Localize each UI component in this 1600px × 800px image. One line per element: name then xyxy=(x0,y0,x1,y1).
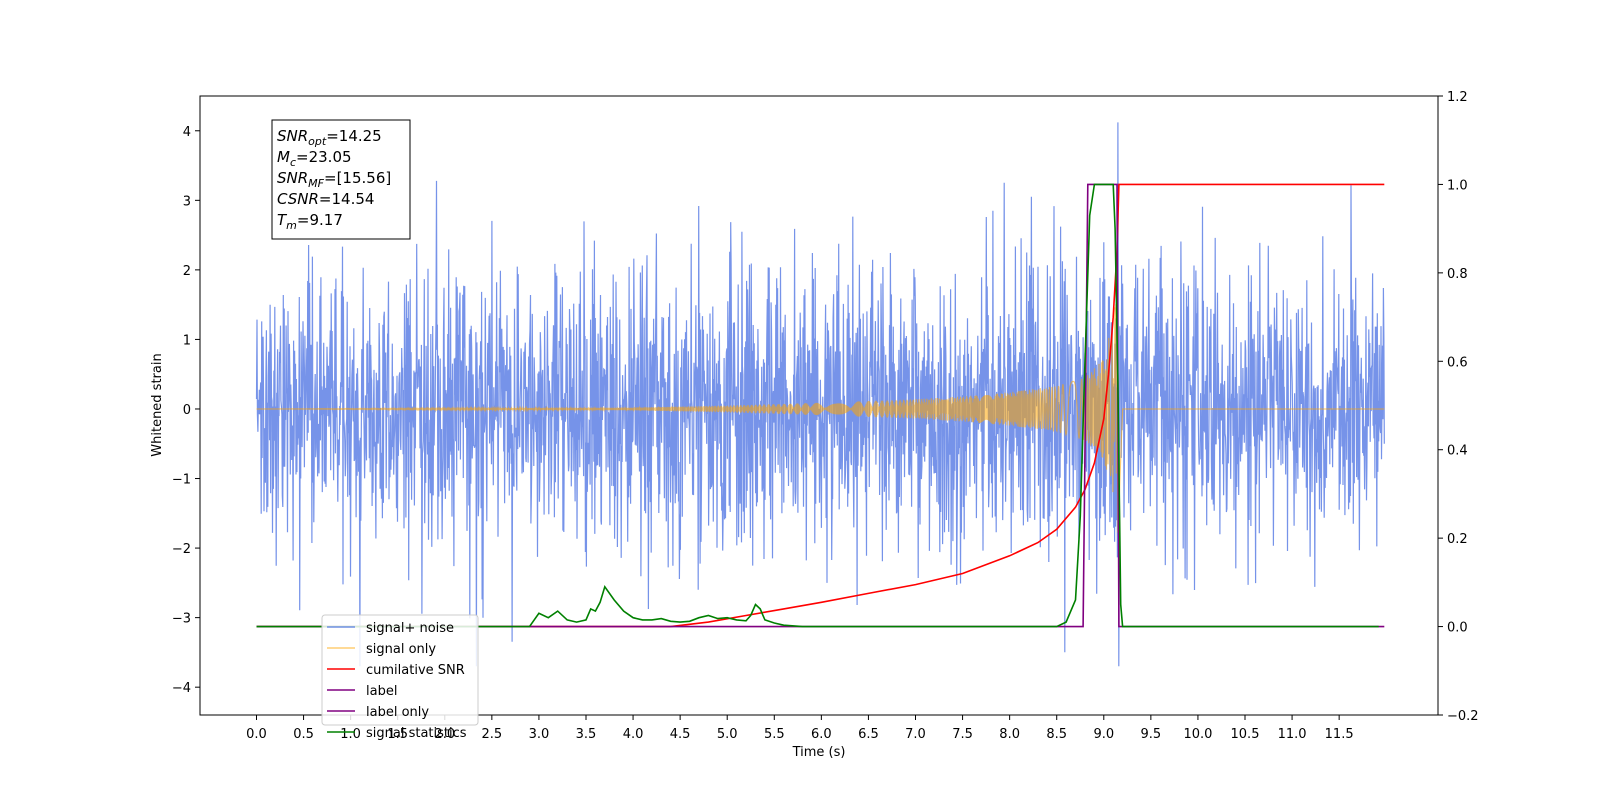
x-tick-label: 5.5 xyxy=(764,727,785,742)
x-tick-label: 10.0 xyxy=(1183,727,1212,742)
x-tick-label: 5.0 xyxy=(717,727,738,742)
y-axis-label: Whitened strain xyxy=(150,353,165,456)
legend-entry: cumilative SNR xyxy=(366,663,465,678)
y-tick-label: 2 xyxy=(183,264,191,279)
x-tick-label: 10.5 xyxy=(1231,727,1260,742)
x-tick-label: 8.5 xyxy=(1046,727,1067,742)
legend: signal+ noise signal only cumilative SNR la… xyxy=(321,614,479,741)
annotation-line: SNRopt=14.25 xyxy=(277,127,382,148)
series-layer xyxy=(255,122,1385,667)
annotation-line: CSNR=14.54 xyxy=(277,190,374,208)
series-cumulative-snr xyxy=(256,183,1385,628)
x-tick-label: 9.0 xyxy=(1093,727,1114,742)
plot-frame xyxy=(199,95,1439,716)
x-axis: 0.0 0.5 1.0 1.5 2.0 2.5 3.0 3.5 4.0 4.5 5.0 5.5 6.0 6… xyxy=(246,715,1354,742)
x-tick-label: 1.5 xyxy=(387,727,408,742)
legend-entry: signal+ noise xyxy=(366,621,454,636)
x-tick-label: 9.5 xyxy=(1141,727,1162,742)
legend-entry: signal only xyxy=(366,642,436,657)
x-tick-label: 4.0 xyxy=(623,727,644,742)
x-tick-label: 6.5 xyxy=(858,727,879,742)
y-right-tick-label: 1.0 xyxy=(1447,178,1468,193)
legend-entry: signal statistics xyxy=(366,726,467,741)
annotation-box: SNRopt=14.25Mc=23.05SNRMF=[15.56]CSNR=14… xyxy=(271,119,411,240)
y-right-tick-label: 0.6 xyxy=(1447,355,1468,370)
x-axis-label: Time (s) xyxy=(792,745,846,760)
y-tick-label: 0 xyxy=(183,403,191,418)
x-tick-label: 3.5 xyxy=(576,727,597,742)
annotation-line: Tm=9.17 xyxy=(277,211,343,232)
annotation-frame xyxy=(271,119,411,240)
y-right-tick-label: 0.2 xyxy=(1447,532,1468,547)
y-axis-right: −0.2 0.0 0.2 0.4 0.6 0.8 1.0 1.2 xyxy=(1438,90,1479,724)
y-right-tick-label: 0.0 xyxy=(1447,621,1468,636)
x-tick-label: 8.0 xyxy=(999,727,1020,742)
x-tick-label: 11.5 xyxy=(1325,727,1354,742)
x-tick-label: 4.5 xyxy=(670,727,691,742)
x-tick-label: 3.0 xyxy=(529,727,550,742)
y-tick-label: −4 xyxy=(172,681,191,696)
y-tick-label: −2 xyxy=(172,542,191,557)
x-tick-label: 2.0 xyxy=(434,727,455,742)
y-tick-label: −3 xyxy=(172,612,191,627)
legend-entry: label only xyxy=(366,705,429,720)
legend-frame xyxy=(321,614,479,726)
x-tick-label: 2.5 xyxy=(482,727,503,742)
y-right-tick-label: 0.4 xyxy=(1447,444,1468,459)
x-tick-label: 7.0 xyxy=(905,727,926,742)
y-right-tick-label: −0.2 xyxy=(1447,709,1479,724)
x-tick-label: 1.0 xyxy=(340,727,361,742)
x-tick-label: 6.0 xyxy=(811,727,832,742)
y-tick-label: 4 xyxy=(183,125,191,140)
y-right-tick-label: 1.2 xyxy=(1447,90,1468,105)
legend-entry: label xyxy=(366,684,397,699)
annotation-line: SNRMF=[15.56] xyxy=(277,169,391,190)
x-tick-label: 0.0 xyxy=(246,727,267,742)
y-tick-label: 3 xyxy=(183,194,191,209)
x-tick-label: 11.0 xyxy=(1278,727,1307,742)
y-right-tick-label: 0.8 xyxy=(1447,267,1468,282)
series-signal-only xyxy=(256,301,1385,533)
series-signal-plus-noise xyxy=(255,122,1385,667)
y-tick-label: −1 xyxy=(172,473,191,488)
x-tick-label: 0.5 xyxy=(293,727,314,742)
series-signal-statistics xyxy=(256,183,1379,628)
y-tick-label: 1 xyxy=(183,333,191,348)
annotation-line: Mc=23.05 xyxy=(277,148,352,169)
y-axis-left: −4 −3 −2 −1 0 1 2 3 4 xyxy=(172,125,200,696)
x-tick-label: 7.5 xyxy=(952,727,973,742)
